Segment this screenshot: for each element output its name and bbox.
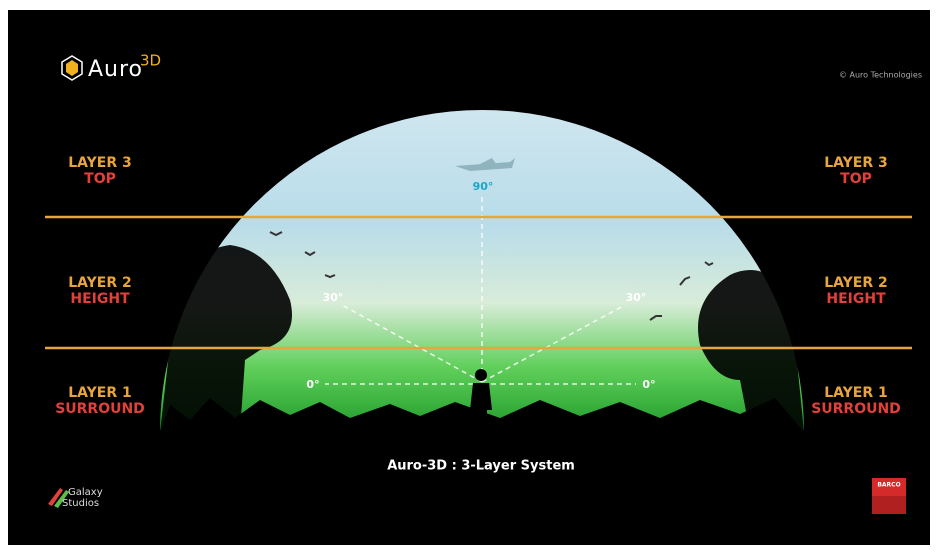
layer-name: TOP	[840, 171, 872, 187]
layer-name: SURROUND	[811, 401, 901, 417]
galaxy-icon	[48, 488, 63, 506]
galaxy-icon	[54, 490, 69, 508]
layer-label: LAYER 3	[68, 155, 132, 171]
angle-lines	[325, 196, 636, 385]
logo-icon	[61, 55, 83, 81]
plane	[455, 158, 515, 171]
copyright: © Auro Technologies	[839, 71, 922, 80]
partner-name: BARCO	[877, 482, 900, 489]
logo-superscript: 3D	[140, 52, 161, 70]
layer-name: SURROUND	[55, 401, 145, 417]
layer-label: LAYER 3	[824, 155, 888, 171]
layer-label: LAYER 1	[824, 385, 888, 401]
tree-left	[160, 245, 292, 432]
angle-label: 0°	[306, 378, 319, 391]
layer-name: TOP	[84, 171, 116, 187]
layer-label: LAYER 2	[68, 275, 132, 291]
studio-name: Galaxy	[68, 487, 103, 498]
layer-name: HEIGHT	[826, 291, 886, 307]
tree-right	[698, 270, 804, 432]
birds	[269, 231, 714, 321]
angle-label: 0°	[642, 378, 655, 391]
angle-label: 30°	[323, 291, 344, 304]
logo-icon	[66, 60, 78, 76]
layer-label: LAYER 1	[68, 385, 132, 401]
angle-label: 90°	[473, 180, 494, 193]
angle-label: 30°	[626, 291, 647, 304]
logo: Auro	[88, 57, 143, 82]
partner-logo	[872, 496, 906, 514]
layer-name: HEIGHT	[70, 291, 130, 307]
layer-label: LAYER 2	[824, 275, 888, 291]
studio-name: Studios	[62, 498, 99, 509]
caption: Auro-3D : 3-Layer System	[387, 459, 575, 474]
person	[470, 369, 492, 438]
